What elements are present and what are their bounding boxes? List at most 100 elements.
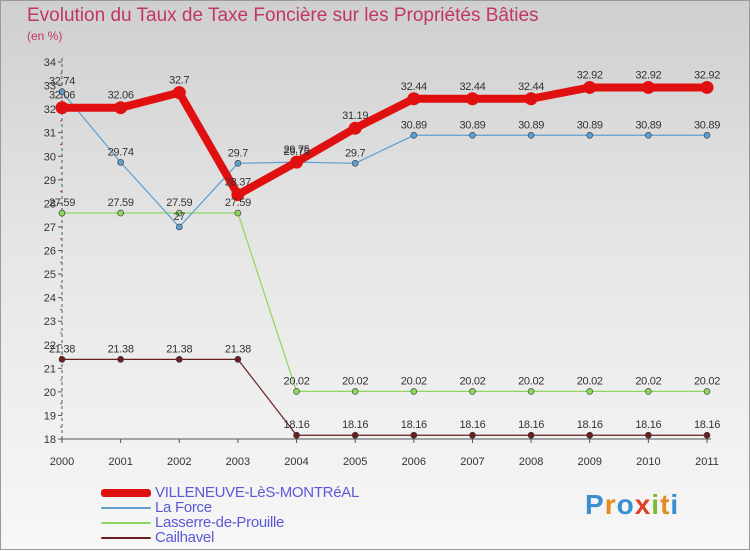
data-label: 21.38: [225, 343, 251, 355]
data-point: [175, 223, 183, 231]
data-point: [114, 101, 128, 115]
data-label: 20.02: [577, 375, 603, 387]
data-point: [641, 80, 655, 94]
data-label: 32.44: [401, 81, 427, 93]
data-label: 29.7: [345, 147, 365, 159]
x-tick-label: 2005: [343, 456, 367, 468]
legend-item: La Force: [101, 499, 361, 516]
x-tick-label: 2009: [577, 456, 601, 468]
x-tick-label: 2010: [636, 456, 660, 468]
data-label: 20.02: [284, 375, 310, 387]
data-label: 27: [173, 211, 185, 223]
data-point: [58, 356, 66, 363]
y-tick-label: 33: [44, 81, 56, 93]
series-line: [61, 91, 708, 228]
axes: 18 19 20 21 22 23 24 25 26 27 28 29 30 31 32 33 34 2000 20…: [44, 57, 719, 468]
data-label: 18.16: [401, 419, 427, 431]
data-label: 30.89: [635, 119, 661, 131]
x-tick-label: 2001: [108, 456, 132, 468]
y-unit-label: (en %): [27, 29, 63, 43]
logo-letter: i: [651, 489, 661, 520]
x-tick-label: 2008: [519, 456, 543, 468]
series-layer: [55, 80, 714, 439]
data-point: [645, 388, 652, 395]
y-tick-label: 27: [44, 222, 56, 234]
x-tick-label: 2007: [460, 456, 484, 468]
data-label: 28.37: [225, 177, 251, 189]
data-point: [58, 209, 66, 217]
legend-label: La Force: [155, 499, 212, 516]
y-tick-label: 32: [44, 104, 56, 116]
series-line: [61, 212, 708, 393]
y-tick-label: 18: [44, 434, 56, 446]
data-point: [527, 431, 535, 439]
data-point: [645, 431, 652, 439]
data-point: [645, 131, 652, 139]
data-point: [469, 431, 476, 439]
data-point: [58, 88, 66, 95]
data-point: [117, 209, 124, 217]
data-point: [527, 388, 535, 395]
data-label: 18.16: [577, 419, 603, 431]
data-label-layer: 21.38 21.38 21.38 21.38 18.16 18.16 18.16 18.16…: [49, 69, 721, 431]
data-point: [234, 356, 242, 363]
legend-swatch-la-force: [101, 507, 151, 509]
data-point: [700, 80, 714, 94]
data-label: 20.02: [694, 375, 720, 387]
logo-letter: i: [670, 489, 680, 520]
data-label: 30.89: [518, 119, 544, 131]
chart-title: Evolution du Taux de Taxe Foncière sur l…: [27, 5, 539, 26]
data-point: [703, 131, 711, 139]
data-label: 32.92: [635, 69, 661, 81]
data-label: 18.16: [284, 419, 310, 431]
data-point: [410, 131, 418, 139]
data-label: 29.74: [108, 146, 134, 158]
data-point: [703, 431, 711, 439]
data-label: 27.59: [225, 197, 251, 209]
data-point: [351, 388, 359, 395]
data-label: 32.44: [518, 81, 544, 93]
y-tick-label: 26: [44, 246, 56, 258]
data-label: 20.02: [635, 375, 661, 387]
data-label: 32.06: [108, 90, 134, 102]
data-label: 18.16: [518, 419, 544, 431]
data-label: 18.16: [694, 419, 720, 431]
data-label: 30.89: [401, 119, 427, 131]
data-point: [469, 388, 476, 395]
data-label: 30.89: [694, 119, 720, 131]
data-point: [293, 431, 300, 439]
legend-label: Cailhavel: [155, 529, 214, 546]
x-tick-label: 2011: [695, 456, 719, 468]
legend-item: Cailhavel: [101, 529, 361, 546]
data-label: 21.38: [49, 343, 75, 355]
legend-label: VILLENEUVE-LèS-MONTRéAL: [155, 484, 360, 501]
data-point: [55, 101, 69, 115]
data-point: [293, 388, 300, 395]
data-point: [410, 388, 418, 395]
series-line: [61, 358, 708, 436]
data-label: 20.02: [459, 375, 485, 387]
data-point: [172, 86, 186, 100]
data-label: 21.38: [108, 343, 134, 355]
data-label: 32.44: [459, 81, 485, 93]
data-label: 32.74: [49, 76, 75, 88]
legend-swatch-villeneuve: [101, 489, 151, 497]
y-tick-label: 31: [44, 128, 56, 140]
x-tick-label: 2003: [226, 456, 250, 468]
y-tick-label: 30: [44, 151, 56, 163]
data-label: 18.16: [635, 419, 661, 431]
y-tick-label: 21: [44, 363, 56, 375]
data-point: [351, 160, 359, 167]
data-point: [117, 159, 124, 166]
data-point: [524, 92, 538, 106]
x-tick-label: 2000: [50, 456, 74, 468]
data-point: [290, 155, 304, 169]
data-label: 21.38: [166, 343, 192, 355]
logo-letter: x: [634, 489, 652, 520]
x-tick-label: 2002: [167, 456, 191, 468]
data-label: 32.06: [49, 90, 75, 102]
legend-swatch-cailhavel: [101, 537, 151, 539]
legend-swatch-lasserre: [101, 522, 151, 524]
y-tick-label: 20: [44, 387, 56, 399]
